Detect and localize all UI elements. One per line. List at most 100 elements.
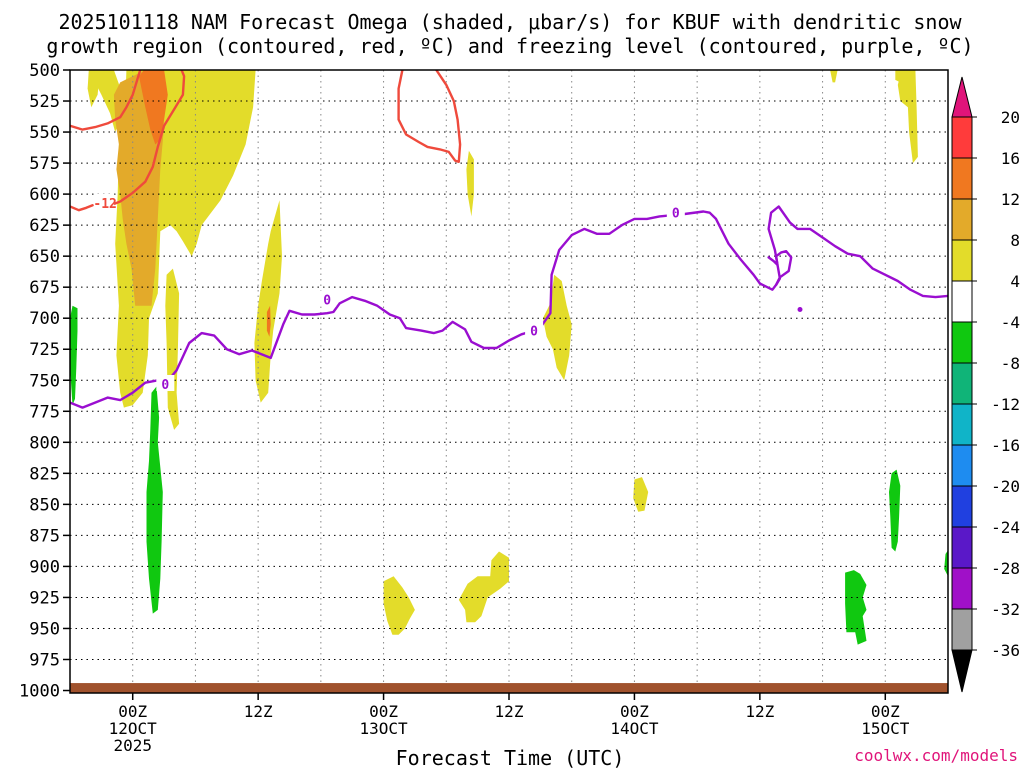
omega-region-8 — [383, 576, 415, 635]
omega-region-17 — [146, 386, 163, 614]
freezing-label-1: 0 — [161, 378, 169, 393]
y-tick-label-900: 900 — [29, 557, 60, 577]
y-tick-label-700: 700 — [29, 309, 60, 329]
x-tick-label-50-1: 12Z — [745, 702, 774, 721]
y-tick-label-825: 825 — [29, 464, 60, 484]
colorbar-label-0: 20 — [1001, 108, 1020, 127]
omega-region-12 — [897, 70, 918, 164]
omega-region-15 — [266, 305, 271, 337]
freezing-label-1-bg — [156, 374, 175, 391]
colorbar-label-1: 16 — [1001, 149, 1020, 168]
y-tick-label-575: 575 — [29, 154, 60, 174]
y-tick-label-775: 775 — [29, 402, 60, 422]
dgz-contour-left-right — [106, 70, 186, 208]
plot-gridlines — [70, 70, 948, 693]
colorbar-swatch-5 — [951, 321, 973, 364]
y-tick-label-925: 925 — [29, 588, 60, 608]
y-tick-label-725: 725 — [29, 340, 60, 360]
freezing-label-2: 0 — [323, 294, 331, 309]
x-tick-label-60-2: 15OCT — [861, 719, 910, 738]
contour-lines: -12 0 0 0 0 — [70, 70, 948, 409]
colorbar: 20 16 12 8 4 -4 -8 -12 -16 -20 -24 -28 -32 -36 — [951, 76, 1020, 693]
freezing-level-loop — [767, 249, 793, 286]
omega-region-5 — [466, 150, 474, 217]
x-tick-label-40-1: 00Z — [620, 702, 649, 721]
freezing-label-2-bg — [318, 290, 337, 307]
freezing-label-3-bg — [525, 321, 544, 338]
colorbar-swatch-8 — [951, 444, 973, 487]
x-tick-label-20-2: 13OCT — [359, 719, 408, 738]
colorbar-swatch-0 — [951, 116, 973, 159]
omega-region-6 — [542, 274, 572, 381]
y-tick-label-875: 875 — [29, 526, 60, 546]
y-tick-label-600: 600 — [29, 185, 60, 205]
ground-layer — [70, 683, 948, 693]
colorbar-label-4: 4 — [1010, 272, 1020, 291]
x-axis-label: Forecast Time (UTC) — [396, 746, 625, 768]
colorbar-swatch-11 — [951, 567, 973, 610]
chart-title-line2: growth region (contoured, red, ºC) and f… — [46, 34, 973, 58]
omega-region-3 — [165, 268, 180, 430]
y-tick-label-800: 800 — [29, 433, 60, 453]
y-tick-label-975: 975 — [29, 650, 60, 670]
y-tick-label-550: 550 — [29, 123, 60, 143]
omega-region-18 — [889, 469, 901, 552]
freezing-level-dot-0 — [797, 307, 803, 313]
omega-region-20 — [944, 550, 948, 577]
colorbar-swatch-6 — [951, 362, 973, 405]
y-tick-label-675: 675 — [29, 278, 60, 298]
colorbar-label-6: -8 — [1001, 354, 1020, 373]
colorbar-label-12: -32 — [991, 600, 1020, 619]
colorbar-label-13: -36 — [991, 641, 1020, 660]
y-tick-label-500: 500 — [29, 61, 60, 81]
y-axis-ticks: 500 525 550 575 600 625 650 675 700 725 750 775 800 8… — [19, 61, 70, 702]
dgz-label-bg — [96, 193, 115, 210]
y-tick-label-950: 950 — [29, 619, 60, 639]
omega-region-16 — [70, 305, 78, 406]
dgz-contour-mid — [397, 70, 462, 164]
colorbar-swatch-2 — [951, 198, 973, 241]
omega-region-10 — [830, 70, 838, 83]
x-tick-label-0-1: 00Z — [118, 702, 147, 721]
omega-region-19 — [845, 570, 867, 645]
colorbar-top-arrow — [951, 76, 973, 118]
colorbar-label-10: -24 — [991, 518, 1020, 537]
colorbar-swatch-7 — [951, 403, 973, 446]
omega-region-9 — [458, 551, 509, 623]
colorbar-label-2: 12 — [1001, 190, 1020, 209]
x-tick-label-0-3: 2025 — [113, 736, 152, 755]
credit-text: coolwx.com/models — [854, 746, 1018, 765]
y-tick-label-1000: 1000 — [19, 682, 60, 702]
colorbar-label-11: -28 — [991, 559, 1020, 578]
colorbar-label-3: 8 — [1010, 231, 1020, 250]
freezing-label-3: 0 — [530, 325, 538, 340]
freezing-label-4-bg — [666, 203, 685, 220]
colorbar-label-7: -12 — [991, 395, 1020, 414]
y-tick-label-650: 650 — [29, 247, 60, 267]
colorbar-label-8: -16 — [991, 436, 1020, 455]
colorbar-swatch-9 — [951, 485, 973, 528]
colorbar-swatch-1 — [951, 157, 973, 200]
colorbar-swatch-12 — [951, 608, 973, 651]
y-tick-label-750: 750 — [29, 371, 60, 391]
x-tick-label-30-1: 12Z — [495, 702, 524, 721]
colorbar-label-5: -4 — [1001, 313, 1020, 332]
colorbar-swatch-4 — [951, 280, 973, 323]
x-tick-label-0-2: 12OCT — [109, 719, 158, 738]
y-tick-label-625: 625 — [29, 216, 60, 236]
x-tick-label-60-1: 00Z — [871, 702, 900, 721]
chart-title-line1: 2025101118 NAM Forecast Omega (shaded, μ… — [58, 10, 962, 34]
colorbar-swatch-10 — [951, 526, 973, 569]
omega-region-4 — [254, 200, 282, 403]
x-tick-label-10-1: 12Z — [244, 702, 273, 721]
colorbar-swatch-3 — [951, 239, 973, 282]
x-tick-label-20-1: 00Z — [369, 702, 398, 721]
colorbar-label-9: -20 — [991, 477, 1020, 496]
dgz-contour-left-lower — [70, 204, 94, 212]
x-tick-label-40-2: 14OCT — [610, 719, 659, 738]
dgz-label: -12 — [93, 197, 116, 212]
freezing-label-4: 0 — [672, 207, 680, 222]
omega-region-14 — [139, 70, 168, 145]
